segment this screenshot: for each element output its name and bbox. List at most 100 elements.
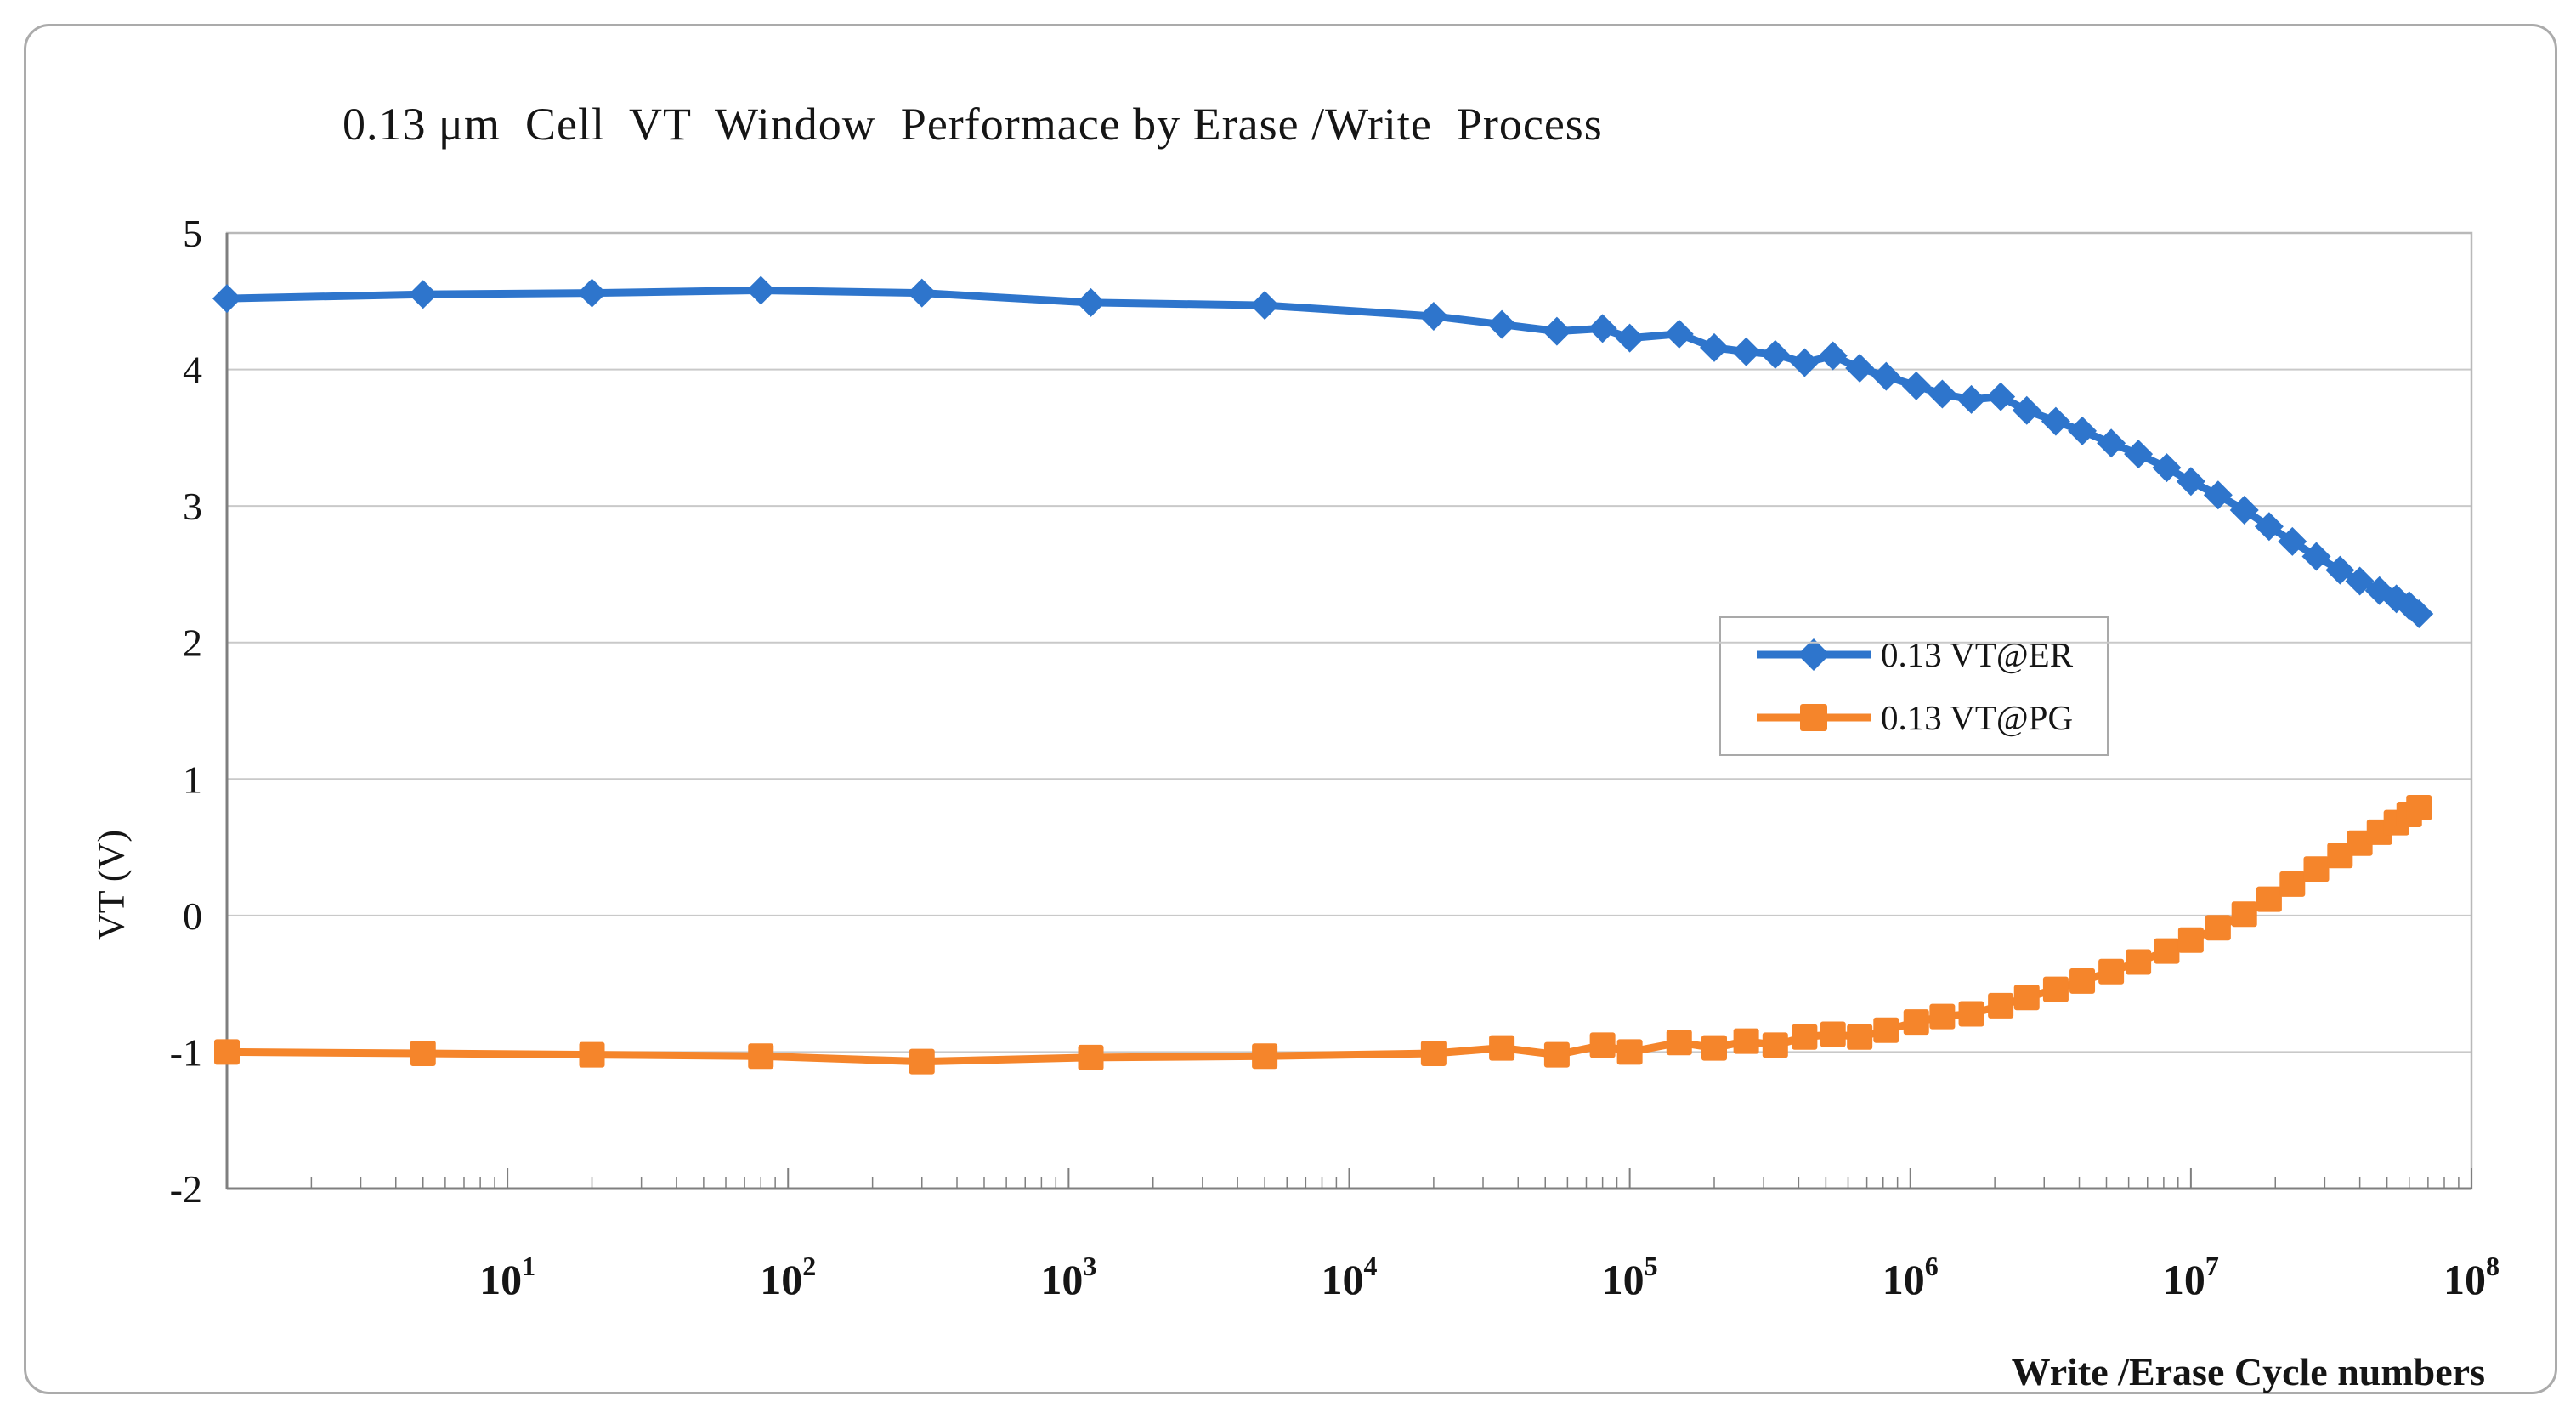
chart-figure: 0.13 μm Cell VT Window Performace by Era… xyxy=(24,24,2557,1394)
svg-text:108: 108 xyxy=(2443,1251,2500,1303)
marker-diamond xyxy=(2404,599,2434,628)
svg-text:102: 102 xyxy=(760,1251,816,1303)
legend-item-vt-pg: 0.13 VT@PG xyxy=(1750,692,2107,743)
marker-square xyxy=(2303,856,2330,882)
marker-diamond xyxy=(1790,348,1820,377)
marker-square xyxy=(1903,1009,1929,1036)
marker-diamond xyxy=(2041,406,2070,436)
marker-square xyxy=(2042,976,2069,1002)
marker-square xyxy=(1489,1035,1515,1061)
marker-square xyxy=(1252,1043,1278,1070)
svg-text:4: 4 xyxy=(183,349,202,392)
legend-marker-pg-square-icon xyxy=(1757,703,1871,731)
marker-square xyxy=(2327,843,2353,869)
marker-diamond xyxy=(2152,453,2182,483)
marker-diamond xyxy=(1076,287,1106,317)
marker-square xyxy=(2069,968,2096,994)
marker-diamond xyxy=(408,280,438,309)
marker-square xyxy=(2347,830,2373,856)
svg-text:103: 103 xyxy=(1040,1251,1096,1303)
marker-diamond xyxy=(1700,332,1730,362)
marker-square xyxy=(2279,871,2306,897)
marker-diamond xyxy=(1760,339,1790,369)
x-ticks xyxy=(226,1168,2472,1189)
series-vt-er xyxy=(212,275,2434,628)
marker-square xyxy=(748,1043,774,1070)
marker-diamond xyxy=(2124,440,2154,469)
svg-text:5: 5 xyxy=(183,212,202,255)
marker-diamond xyxy=(1731,337,1761,366)
marker-diamond xyxy=(1871,361,1901,391)
marker-square xyxy=(1589,1032,1616,1058)
marker-diamond xyxy=(1901,371,1931,400)
marker-square xyxy=(1078,1044,1104,1070)
marker-square xyxy=(1666,1030,1692,1056)
marker-square xyxy=(1733,1028,1759,1054)
marker-diamond xyxy=(1487,309,1517,339)
series-vt-pg xyxy=(214,795,2432,1075)
marker-square xyxy=(214,1039,240,1065)
marker-diamond xyxy=(2301,542,2331,571)
marker-square xyxy=(1847,1024,1873,1050)
marker-diamond xyxy=(1986,382,2016,411)
marker-diamond xyxy=(1250,291,1280,321)
marker-square xyxy=(2154,938,2180,964)
marker-square xyxy=(2177,927,2204,953)
svg-text:-2: -2 xyxy=(170,1167,202,1211)
marker-square xyxy=(1820,1021,1846,1047)
marker-square xyxy=(909,1048,935,1075)
svg-text:107: 107 xyxy=(2163,1251,2219,1303)
marker-diamond xyxy=(212,284,241,314)
legend-label-pg: 0.13 VT@PG xyxy=(1881,697,2074,737)
marker-diamond xyxy=(1588,314,1617,343)
marker-square xyxy=(1701,1035,1728,1061)
chart-title: 0.13 μm Cell VT Window Performace by Era… xyxy=(343,99,1603,150)
marker-diamond xyxy=(2012,395,2041,425)
marker-diamond xyxy=(2325,555,2355,585)
marker-square xyxy=(1873,1017,1899,1043)
marker-diamond xyxy=(1664,319,1694,349)
marker-square xyxy=(1958,1001,1984,1027)
marker-diamond xyxy=(2097,428,2126,458)
svg-text:3: 3 xyxy=(183,485,202,528)
marker-square xyxy=(2231,901,2257,928)
marker-diamond xyxy=(577,278,607,308)
marker-square xyxy=(1792,1024,1818,1050)
svg-text:106: 106 xyxy=(1882,1251,1939,1303)
legend: 0.13 VT@ER 0.13 VT@PG xyxy=(1719,616,2109,756)
marker-square xyxy=(1420,1041,1447,1067)
marker-diamond xyxy=(2229,495,2259,525)
marker-square xyxy=(1988,992,2014,1019)
marker-diamond xyxy=(1542,316,1571,346)
marker-square xyxy=(410,1041,436,1067)
marker-diamond xyxy=(2345,566,2375,596)
marker-diamond xyxy=(1845,353,1875,383)
svg-text:105: 105 xyxy=(1602,1251,1658,1303)
marker-square xyxy=(1929,1003,1956,1030)
marker-square xyxy=(2406,795,2432,821)
marker-square xyxy=(1616,1039,1643,1065)
marker-square xyxy=(1543,1041,1570,1068)
svg-text:101: 101 xyxy=(479,1251,535,1303)
marker-diamond xyxy=(1615,323,1645,353)
marker-diamond xyxy=(2176,467,2205,497)
marker-square xyxy=(2205,915,2231,941)
marker-square xyxy=(2256,886,2282,912)
marker-diamond xyxy=(1956,384,1986,414)
x-tick-labels: 101 102 103 104 105 106 107 108 xyxy=(479,1251,2500,1303)
marker-square xyxy=(2126,949,2152,975)
marker-diamond xyxy=(1818,341,1848,371)
axes-frame xyxy=(225,231,2473,1190)
marker-diamond xyxy=(2254,512,2284,542)
x-axis-title: Write /Erase Cycle numbers xyxy=(2011,1350,2485,1393)
marker-diamond xyxy=(1928,379,1957,409)
svg-text:-1: -1 xyxy=(170,1030,202,1074)
svg-text:0: 0 xyxy=(183,894,202,938)
marker-diamond xyxy=(2278,526,2307,556)
svg-text:104: 104 xyxy=(1322,1251,1378,1303)
marker-diamond xyxy=(746,275,776,305)
marker-square xyxy=(1762,1032,1788,1058)
legend-marker-er-diamond-icon xyxy=(1757,638,1871,672)
marker-square xyxy=(2013,985,2040,1011)
